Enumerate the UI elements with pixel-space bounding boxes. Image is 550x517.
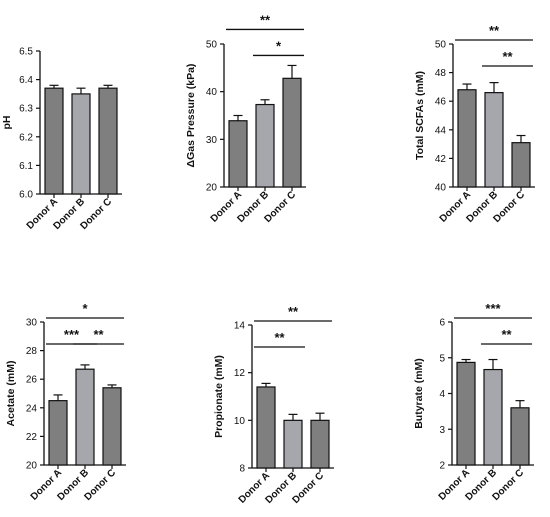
y-tick-label: 8	[239, 464, 245, 475]
bar	[484, 92, 504, 188]
y-tick-label: 4	[439, 389, 445, 400]
y-tick-label: 6.0	[19, 190, 33, 201]
bar	[255, 103, 275, 188]
y-tick-label: 30	[206, 135, 218, 146]
bar	[511, 142, 531, 188]
significance-label: **	[260, 12, 271, 27]
y-axis-title: Acetate (mM)	[5, 361, 17, 427]
bar	[282, 77, 302, 188]
y-tick-label: 6	[439, 318, 445, 329]
significance-label: **	[502, 49, 513, 64]
significance-label: **	[501, 327, 512, 342]
y-axis-title: ΔGas Pressure (kPa)	[185, 64, 197, 168]
y-tick-label: 48	[435, 68, 447, 79]
y-tick-label: 20	[206, 183, 218, 194]
bar	[456, 361, 476, 466]
significance-label: **	[288, 304, 299, 319]
y-tick-label: 20	[26, 461, 38, 472]
bar	[457, 89, 477, 188]
y-tick-label: 14	[234, 321, 246, 332]
y-tick-label: 28	[26, 346, 38, 357]
significance-label: ***	[64, 327, 80, 342]
bar	[102, 387, 122, 466]
significance-label: ***	[485, 301, 501, 316]
y-tick-label: 40	[206, 87, 218, 98]
y-axis-title: Propionate (mM)	[213, 355, 225, 438]
bar	[283, 419, 303, 469]
y-tick-label: 10	[234, 416, 246, 427]
y-tick-label: 6.3	[19, 104, 33, 115]
y-tick-label: 22	[26, 432, 38, 443]
bar	[310, 419, 330, 469]
y-tick-label: 50	[435, 40, 447, 51]
bar	[98, 87, 118, 195]
bar	[483, 368, 503, 466]
bar	[71, 93, 91, 195]
y-tick-label: 24	[26, 403, 38, 414]
significance-label: **	[489, 23, 500, 38]
y-tick-label: 3	[439, 425, 445, 436]
bar	[44, 87, 64, 195]
y-tick-label: 46	[435, 97, 447, 108]
bar	[48, 400, 68, 466]
y-tick-label: 42	[435, 154, 447, 165]
bar	[510, 407, 530, 466]
y-tick-label: 40	[435, 183, 447, 194]
bar	[228, 120, 248, 188]
y-axis-title: Butyrate (mM)	[413, 358, 425, 429]
y-axis-title: pH	[1, 116, 13, 130]
y-tick-label: 6.5	[19, 47, 33, 58]
y-tick-label: 12	[234, 368, 246, 379]
y-tick-label: 6.1	[19, 161, 33, 172]
significance-label: *	[82, 301, 88, 316]
y-tick-label: 30	[26, 318, 38, 329]
y-tick-label: 44	[435, 125, 447, 136]
significance-label: *	[276, 38, 282, 53]
y-tick-label: 5	[439, 353, 445, 364]
y-tick-label: 26	[26, 375, 38, 386]
y-axis-title: Total SCFAs (mM)	[414, 71, 426, 160]
y-tick-label: 50	[206, 40, 218, 51]
y-tick-label: 2	[439, 461, 445, 472]
bar	[75, 368, 95, 466]
y-tick-label: 6.4	[19, 75, 33, 86]
significance-label: **	[274, 330, 285, 345]
y-tick-label: 6.2	[19, 132, 33, 143]
significance-label: **	[93, 327, 104, 342]
bar	[256, 386, 276, 469]
